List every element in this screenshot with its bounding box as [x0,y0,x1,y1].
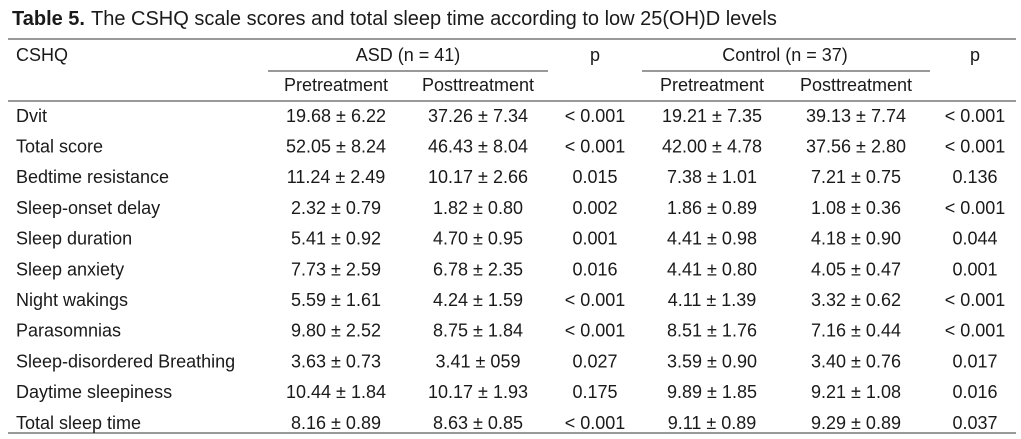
table-cell: 0.044 [952,229,997,249]
table-cell: 2.32 ± 0.79 [291,198,381,218]
table-cell: 0.037 [952,413,997,433]
table-cell: 7.73 ± 2.59 [291,259,381,279]
header-cell: p [590,45,600,65]
row-label: Total score [16,136,103,156]
table-cell: 0.015 [572,167,617,187]
table-cell: 4.18 ± 0.90 [811,229,901,249]
table-cell: 5.41 ± 0.92 [291,229,381,249]
table-cell: 37.56 ± 2.80 [806,136,906,156]
table-cell: 8.51 ± 1.76 [667,321,757,341]
table-cell: 0.136 [952,167,997,187]
table-cell: 0.016 [572,259,617,279]
table-cell: 4.70 ± 0.95 [433,229,523,249]
row-label: Sleep-disordered Breathing [16,351,235,371]
table-cell: 9.89 ± 1.85 [667,382,757,402]
table-cell: 8.63 ± 0.85 [433,413,523,433]
table-cell: < 0.001 [945,290,1006,310]
table-cell: 9.21 ± 1.08 [811,382,901,402]
row-label: Dvit [16,106,47,126]
table-cell: 0.001 [952,259,997,279]
title-text: The CSHQ scale scores and total sleep ti… [91,8,777,30]
header-cell: CSHQ [16,45,68,65]
table-title: Table 5. The CSHQ scale scores and total … [12,8,777,30]
table-cell: 46.43 ± 8.04 [428,136,528,156]
table-cell: 10.17 ± 1.93 [428,382,528,402]
table-cell: 0.017 [952,351,997,371]
table-cell: 8.16 ± 0.89 [291,413,381,433]
table-cell: 0.016 [952,382,997,402]
table-cell: 3.59 ± 0.90 [667,351,757,371]
row-label: Daytime sleepiness [16,382,172,402]
table-cell: 3.40 ± 0.76 [811,351,901,371]
table-cell: < 0.001 [945,136,1006,156]
table-cell: 0.001 [572,229,617,249]
row-label: Sleep anxiety [16,259,124,279]
table-cell: 4.41 ± 0.98 [667,229,757,249]
table-cell: 0.002 [572,198,617,218]
table-cell: 4.24 ± 1.59 [433,290,523,310]
table-cell: 1.08 ± 0.36 [811,198,901,218]
table-cell: 19.21 ± 7.35 [662,106,762,126]
table-cell: 42.00 ± 4.78 [662,136,762,156]
header-cell: p [970,45,980,65]
table-cell: 4.41 ± 0.80 [667,259,757,279]
table-cell: < 0.001 [945,106,1006,126]
row-label: Bedtime resistance [16,167,169,187]
subheader-cell: Posttreatment [800,75,912,95]
table-cell: 9.80 ± 2.52 [291,321,381,341]
row-label: Sleep duration [16,229,132,249]
subheader-cell: Pretreatment [660,75,764,95]
subheader-cell: Posttreatment [422,75,534,95]
row-label: Total sleep time [16,413,141,433]
table-cell: 7.21 ± 0.75 [811,167,901,187]
table-cell: < 0.001 [565,106,626,126]
table-cell: 3.41 ± 059 [436,351,521,371]
header-cell: Control (n = 37) [722,45,848,65]
table-cell: 9.29 ± 0.89 [811,413,901,433]
table-cell: 7.38 ± 1.01 [667,167,757,187]
row-label: Night wakings [16,290,128,310]
table-cell: 19.68 ± 6.22 [286,106,386,126]
table-cell: 10.17 ± 2.66 [428,167,528,187]
table-cell: 0.175 [572,382,617,402]
table-cell: < 0.001 [565,290,626,310]
table-cell: 3.63 ± 0.73 [291,351,381,371]
table-cell: 1.86 ± 0.89 [667,198,757,218]
header-cell: ASD (n = 41) [356,45,461,65]
table-cell: < 0.001 [945,321,1006,341]
table-cell: 6.78 ± 2.35 [433,259,523,279]
table-cell: < 0.001 [565,136,626,156]
table-cell: 52.05 ± 8.24 [286,136,386,156]
table-cell: 1.82 ± 0.80 [433,198,523,218]
table-cell: 8.75 ± 1.84 [433,321,523,341]
table-cell: 11.24 ± 2.49 [287,167,386,187]
table-cell: < 0.001 [945,198,1006,218]
table-cell: 10.44 ± 1.84 [286,382,386,402]
table-cell: < 0.001 [565,413,626,433]
table-cell: 9.11 ± 0.89 [668,413,757,433]
row-label: Parasomnias [16,321,121,341]
title-label: Table 5. [12,8,85,30]
table-cell: 5.59 ± 1.61 [291,290,381,310]
table-cell: 7.16 ± 0.44 [811,321,901,341]
table-cell: 39.13 ± 7.74 [806,106,906,126]
table-cell: 4.05 ± 0.47 [811,259,901,279]
table-cell: 0.027 [572,351,617,371]
table-cell: 3.32 ± 0.62 [811,290,901,310]
table-cell: < 0.001 [565,321,626,341]
subheader-cell: Pretreatment [284,75,388,95]
table-cell: 37.26 ± 7.34 [428,106,528,126]
row-label: Sleep-onset delay [16,198,160,218]
table-cell: 4.11 ± 1.39 [668,290,757,310]
